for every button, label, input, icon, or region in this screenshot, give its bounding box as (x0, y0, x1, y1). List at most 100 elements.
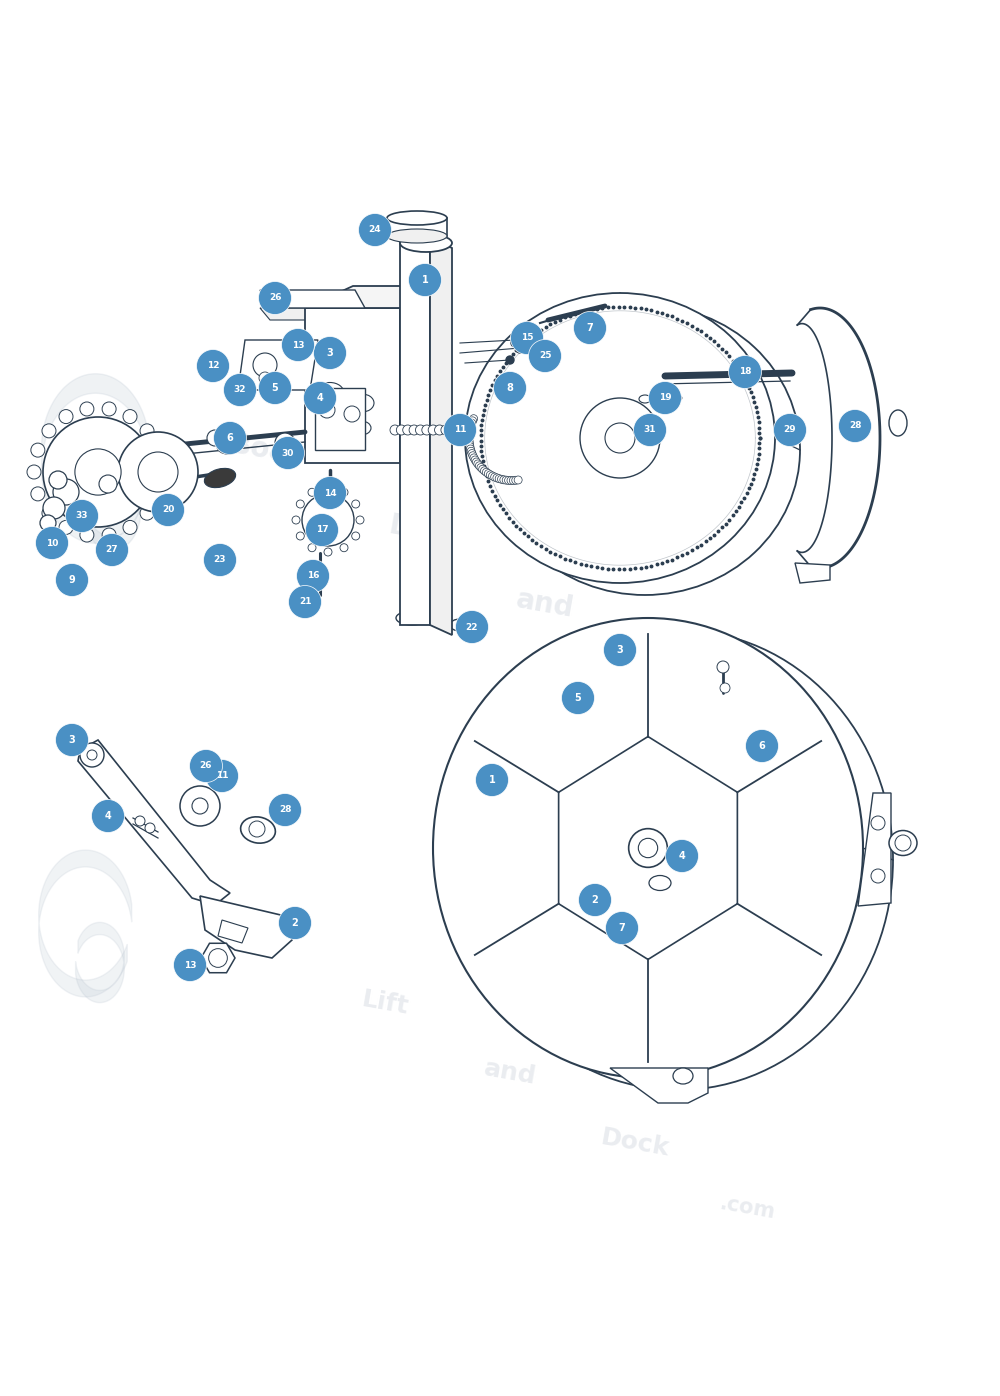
Circle shape (140, 507, 154, 521)
Text: 19: 19 (659, 394, 671, 402)
Ellipse shape (463, 630, 893, 1090)
Circle shape (580, 398, 660, 477)
Text: 33: 33 (76, 511, 88, 521)
Polygon shape (260, 309, 365, 320)
Circle shape (27, 465, 41, 479)
Text: 1: 1 (422, 275, 428, 285)
Ellipse shape (387, 211, 447, 225)
Circle shape (59, 409, 73, 423)
Text: 7: 7 (587, 322, 593, 334)
Circle shape (480, 466, 488, 475)
Circle shape (123, 409, 137, 423)
Circle shape (494, 371, 526, 405)
Circle shape (465, 438, 473, 445)
Circle shape (454, 424, 464, 436)
Text: 5: 5 (272, 383, 278, 394)
Circle shape (516, 345, 524, 353)
Circle shape (500, 476, 508, 484)
Circle shape (304, 381, 336, 415)
Circle shape (465, 431, 473, 438)
Circle shape (390, 424, 400, 436)
Circle shape (123, 521, 137, 535)
Circle shape (80, 402, 94, 416)
Text: 11: 11 (454, 426, 466, 434)
Circle shape (259, 371, 271, 384)
Circle shape (638, 839, 658, 857)
Text: 24: 24 (369, 226, 381, 235)
Circle shape (422, 424, 432, 436)
Text: .com: .com (719, 1194, 777, 1223)
Circle shape (80, 528, 94, 542)
Text: 7: 7 (619, 923, 625, 933)
Circle shape (574, 311, 606, 345)
Circle shape (196, 349, 230, 383)
Text: Dock: Dock (640, 667, 720, 709)
Circle shape (31, 443, 45, 456)
Circle shape (319, 402, 335, 417)
Circle shape (497, 475, 505, 483)
Text: 3: 3 (327, 348, 333, 357)
Circle shape (666, 839, 698, 872)
Circle shape (435, 424, 445, 436)
Circle shape (356, 517, 364, 524)
Circle shape (352, 532, 360, 540)
Text: 12: 12 (207, 362, 219, 370)
Text: 17: 17 (316, 525, 328, 535)
Circle shape (40, 515, 56, 530)
Circle shape (507, 476, 515, 484)
Polygon shape (315, 388, 365, 450)
Circle shape (441, 424, 451, 436)
Circle shape (489, 472, 497, 480)
Circle shape (409, 424, 419, 436)
Circle shape (409, 264, 442, 296)
Circle shape (296, 532, 304, 540)
Text: 20: 20 (162, 505, 174, 515)
Circle shape (288, 585, 322, 618)
Polygon shape (795, 563, 830, 584)
Circle shape (477, 463, 485, 472)
Circle shape (505, 476, 513, 484)
Circle shape (469, 452, 477, 459)
Circle shape (415, 424, 425, 436)
Circle shape (190, 750, 222, 783)
Circle shape (474, 459, 482, 468)
Circle shape (456, 610, 488, 644)
Polygon shape (610, 1068, 708, 1103)
Text: 15: 15 (521, 334, 533, 342)
Circle shape (471, 456, 479, 463)
Ellipse shape (387, 229, 447, 243)
Text: 10: 10 (46, 539, 58, 547)
Circle shape (258, 282, 292, 314)
Text: 28: 28 (279, 805, 291, 814)
Circle shape (207, 430, 223, 445)
Polygon shape (430, 237, 452, 635)
Ellipse shape (396, 611, 428, 625)
Circle shape (465, 440, 473, 448)
Circle shape (466, 423, 474, 431)
Text: 22: 22 (466, 623, 478, 631)
Ellipse shape (400, 235, 452, 253)
Circle shape (152, 494, 184, 526)
Text: 23: 23 (214, 556, 226, 564)
Circle shape (493, 473, 501, 482)
Circle shape (56, 564, 88, 596)
Ellipse shape (316, 383, 344, 403)
Ellipse shape (450, 618, 470, 631)
Circle shape (92, 800, 124, 832)
Circle shape (444, 413, 477, 447)
Circle shape (465, 436, 473, 444)
Circle shape (720, 683, 730, 692)
Circle shape (209, 949, 227, 967)
Circle shape (180, 786, 220, 826)
Circle shape (472, 458, 480, 466)
Ellipse shape (433, 618, 863, 1078)
Circle shape (306, 514, 338, 546)
Circle shape (502, 476, 510, 484)
Circle shape (87, 750, 97, 759)
Circle shape (396, 424, 406, 436)
Circle shape (151, 443, 165, 456)
Circle shape (528, 339, 562, 373)
Circle shape (467, 422, 475, 430)
Text: 32: 32 (234, 385, 246, 395)
Text: 3: 3 (617, 645, 623, 655)
